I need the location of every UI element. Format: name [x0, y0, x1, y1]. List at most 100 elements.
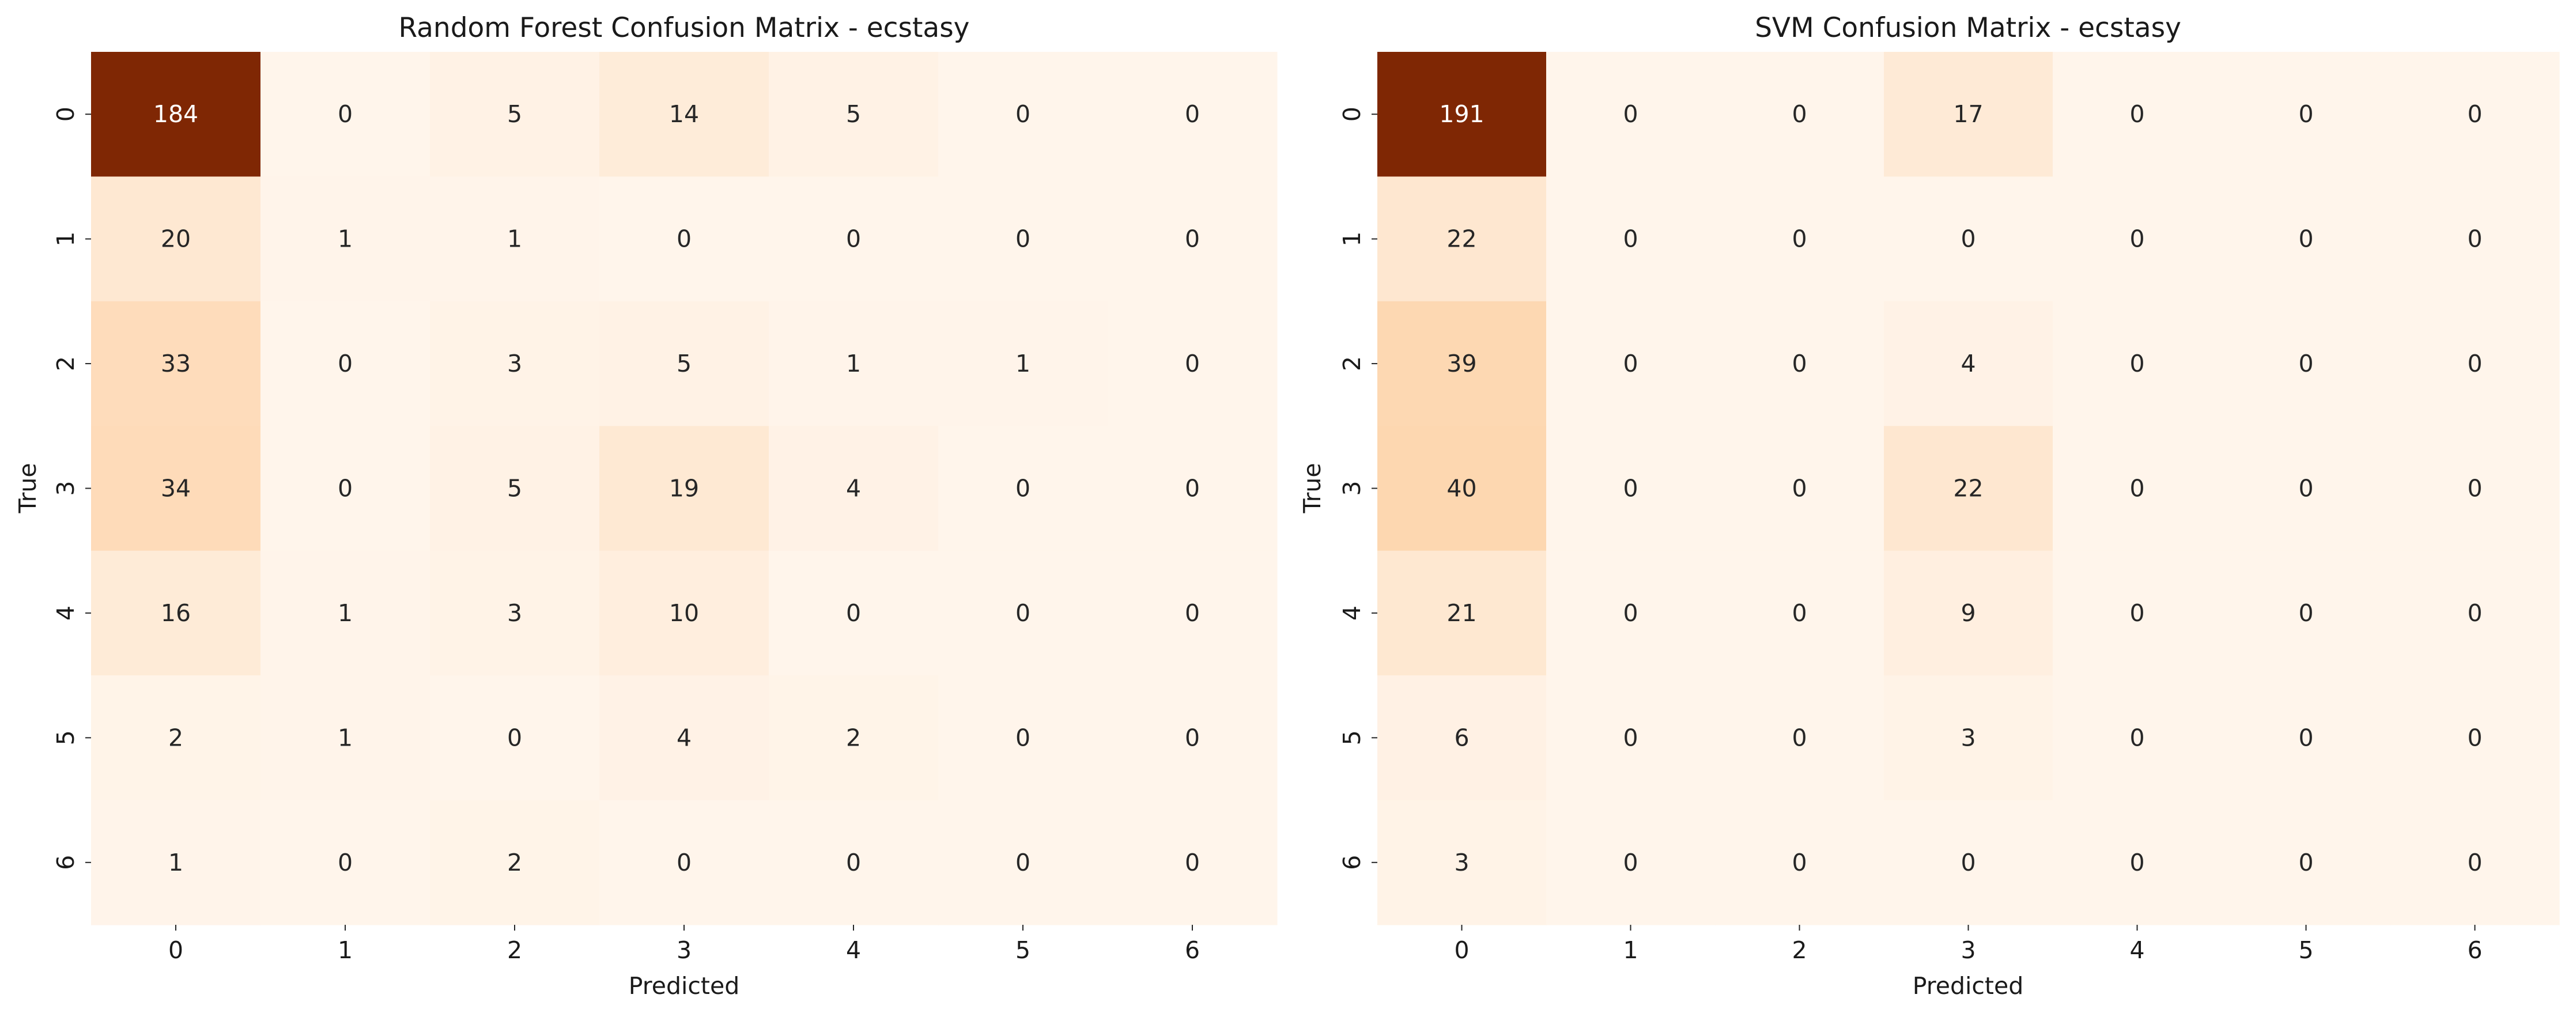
heatmap-cell: [1108, 550, 1278, 676]
cell-value-label: 3: [1961, 724, 1976, 751]
heatmap-cell: [1377, 301, 1547, 426]
cell-value-label: 6: [1454, 724, 1469, 751]
heatmap-cell: [260, 800, 430, 925]
y-tick-label: 5: [52, 730, 80, 745]
cell-value-label: 5: [677, 350, 692, 377]
x-tick-label: 6: [1185, 936, 1200, 964]
cell-value-label: 0: [2467, 225, 2482, 253]
heatmap-cell: [260, 550, 430, 676]
x-tick-label: 0: [168, 936, 183, 964]
cell-value-label: 14: [669, 100, 699, 128]
heatmap-cell: [1546, 675, 1716, 801]
cell-value-label: 0: [1792, 225, 1807, 253]
chart-title: SVM Confusion Matrix - ecstasy: [1755, 12, 2181, 44]
cell-value-label: 0: [338, 849, 353, 876]
cell-value-label: 0: [846, 225, 861, 253]
heatmap-cell: [1108, 426, 1278, 551]
heatmap-cell: [769, 52, 939, 177]
heatmap-cell: [2390, 52, 2560, 177]
cell-value-label: 1: [507, 225, 522, 253]
cell-value-label: 0: [1185, 849, 1200, 876]
heatmap-cell: [91, 675, 261, 801]
cell-value-label: 0: [1623, 350, 1638, 377]
heatmap-cell: [599, 301, 769, 426]
cell-value-label: 0: [1185, 475, 1200, 502]
heatmap-cell: [769, 800, 939, 925]
cell-value-label: 10: [669, 599, 699, 627]
cell-value-label: 0: [2298, 724, 2313, 751]
cell-value-label: 0: [846, 599, 861, 627]
heatmap-cell: [430, 426, 600, 551]
heatmap-cell: [2390, 550, 2560, 676]
cell-value-label: 0: [1792, 724, 1807, 751]
heatmap-cell: [1377, 426, 1547, 551]
heatmap-cell: [599, 800, 769, 925]
heatmap-cell: [2390, 675, 2560, 801]
heatmap-cell: [91, 800, 261, 925]
cell-value-label: 22: [1446, 225, 1476, 253]
heatmap-cell: [2222, 800, 2391, 925]
heatmap-cell: [91, 176, 261, 302]
cell-value-label: 0: [1185, 100, 1200, 128]
cell-value-label: 0: [2129, 849, 2144, 876]
cell-value-label: 1: [338, 724, 353, 751]
cell-value-label: 0: [1185, 599, 1200, 627]
heatmap-cell: [1715, 52, 1884, 177]
cell-value-label: 0: [2298, 350, 2313, 377]
cell-value-label: 3: [507, 350, 522, 377]
cell-value-label: 0: [1015, 475, 1030, 502]
heatmap-cell: [2053, 675, 2222, 801]
heatmap-cell: [769, 675, 939, 801]
rf-confusion-matrix-chart: Random Forest Confusion Matrix - ecstasy…: [14, 12, 1278, 1000]
heatmap-cell: [769, 426, 939, 551]
heatmap-cell: [1377, 52, 1547, 177]
cell-value-label: 1: [338, 599, 353, 627]
cell-value-label: 22: [1953, 475, 1983, 502]
heatmap-cell: [91, 550, 261, 676]
y-tick-label: 0: [52, 107, 80, 122]
cell-value-label: 0: [1623, 475, 1638, 502]
heatmap-cell: [1884, 301, 2053, 426]
heatmap-cell: [938, 301, 1108, 426]
heatmap-cell: [91, 301, 261, 426]
heatmap-cell: [1546, 52, 1716, 177]
y-axis-label: True: [14, 463, 41, 513]
heatmap-cell: [938, 52, 1108, 177]
heatmap-cell: [430, 550, 600, 676]
x-tick-label: 3: [677, 936, 692, 964]
heatmap-cell: [1884, 426, 2053, 551]
x-axis-label: Predicted: [629, 972, 739, 1000]
heatmap-cell: [2390, 301, 2560, 426]
cell-value-label: 5: [846, 100, 861, 128]
cell-value-label: 0: [1792, 849, 1807, 876]
heatmap-cell: [2222, 52, 2391, 177]
cell-value-label: 0: [2129, 225, 2144, 253]
cell-value-label: 0: [1623, 100, 1638, 128]
cell-value-label: 0: [677, 225, 692, 253]
y-tick-label: 6: [52, 855, 80, 870]
cell-value-label: 0: [2467, 724, 2482, 751]
cell-value-label: 0: [1792, 475, 1807, 502]
cell-value-label: 17: [1953, 100, 1983, 128]
heatmap-cell: [1715, 675, 1884, 801]
cell-value-label: 0: [2298, 100, 2313, 128]
cell-value-label: 0: [2129, 475, 2144, 502]
heatmap-cell: [2053, 800, 2222, 925]
cell-value-label: 39: [1446, 350, 1476, 377]
heatmap-cells: 191 0 0 17 0 0 022 0 0 0 0 0 039 0 0 4 0 0 040 0 0 22 0 0 021 0 0 9…: [1377, 52, 2560, 925]
cell-value-label: 0: [1792, 100, 1807, 128]
y-tick-label: 1: [1338, 232, 1366, 247]
heatmap-cell: [430, 176, 600, 302]
heatmap-cell: [938, 675, 1108, 801]
cell-value-label: 0: [2298, 599, 2313, 627]
cell-value-label: 5: [507, 475, 522, 502]
heatmap-cell: [2390, 176, 2560, 302]
heatmap-cell: [430, 800, 600, 925]
x-tick-label: 1: [1623, 936, 1638, 964]
heatmap-cell: [91, 52, 261, 177]
x-tick-label: 2: [1792, 936, 1807, 964]
heatmap-cell: [260, 52, 430, 177]
cell-value-label: 33: [161, 350, 191, 377]
heatmap-cell: [1884, 675, 2053, 801]
heatmap-cell: [938, 176, 1108, 302]
